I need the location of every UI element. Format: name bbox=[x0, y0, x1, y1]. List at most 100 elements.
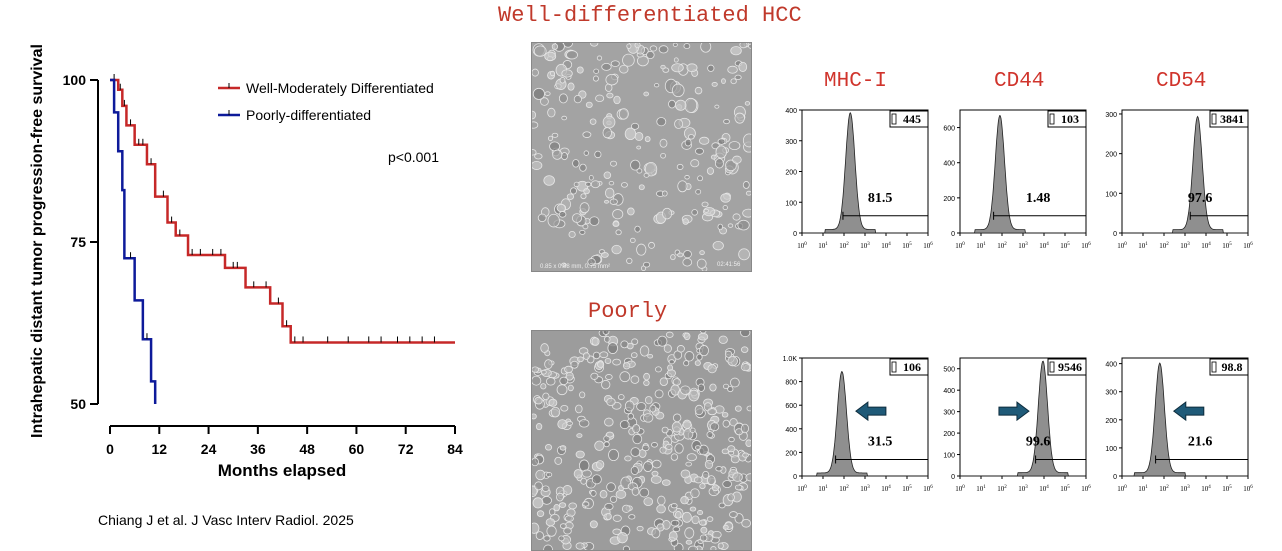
km-x-tick-label: 0 bbox=[106, 441, 114, 457]
flow-x-tick-label: 104 bbox=[881, 485, 891, 493]
flow-x-tick-label: 101 bbox=[976, 242, 986, 250]
micrograph-cells-bottom bbox=[532, 331, 751, 550]
flow-x-tick-label: 100 bbox=[955, 242, 965, 250]
flow-plot-frame bbox=[801, 109, 929, 234]
flow-histogram-peak bbox=[960, 360, 1086, 477]
micrograph-scale-label: 0.85 x 0.88 mm, 0.75 mm² bbox=[540, 264, 610, 270]
micrograph-cells-top: 0.85 x 0.88 mm, 0.75 mm² 02:41:56 bbox=[532, 43, 751, 271]
flow-x-tick-label: 102 bbox=[839, 242, 849, 250]
flow-x-tick-label: 101 bbox=[818, 485, 828, 493]
flow-y-tick-label: 100 bbox=[1105, 191, 1117, 198]
flow-mfi-value: 445 bbox=[903, 112, 921, 126]
flow-histogram-peak bbox=[1122, 115, 1248, 234]
flow-x-tick-label: 101 bbox=[1138, 242, 1148, 250]
flow-y-tick-label: 100 bbox=[943, 453, 955, 460]
flow-y-tick-label: 400 bbox=[943, 161, 955, 168]
flow-x-tick-label: 101 bbox=[1138, 485, 1148, 493]
flow-x-tick-label: 100 bbox=[955, 485, 965, 493]
flow-y-tick-label: 100 bbox=[1105, 446, 1117, 453]
flow-x-tick-label: 106 bbox=[923, 485, 933, 493]
flow-y-tick-label: 0 bbox=[793, 231, 797, 238]
km-x-tick-label: 72 bbox=[398, 441, 414, 457]
km-x-tick-label: 36 bbox=[250, 441, 266, 457]
km-x-tick-label: 48 bbox=[299, 441, 315, 457]
flow-x-tick-label: 106 bbox=[1243, 242, 1253, 250]
km-x-tick-label: 84 bbox=[447, 441, 463, 457]
km-legend: Well-Moderately Differentiated Poorly-di… bbox=[218, 80, 434, 123]
flow-x-tick-label: 102 bbox=[997, 242, 1007, 250]
flow-y-tick-label: 0 bbox=[793, 474, 797, 481]
flow-x-tick-label: 106 bbox=[1243, 485, 1253, 493]
flow-histogram-cd44-well: 0 200 400 600 100 101 102 103 104 105 106 1.48 103 bbox=[943, 109, 1091, 250]
flow-x-tick-label: 105 bbox=[1222, 485, 1232, 493]
km-survival-chart: 50 75 100 0 12 24 36 48 60 72 84 Intrahepatic dist… bbox=[29, 44, 463, 480]
flow-x-tick-label: 102 bbox=[1159, 242, 1169, 250]
flow-y-tick-label: 0 bbox=[951, 231, 955, 238]
flow-x-tick-label: 100 bbox=[797, 242, 807, 250]
km-x-tick-label: 24 bbox=[201, 441, 217, 457]
legend-label-poorly: Poorly-differentiated bbox=[246, 107, 371, 123]
flow-y-tick-label: 200 bbox=[943, 196, 955, 203]
flow-y-tick-label: 300 bbox=[1105, 390, 1117, 397]
flow-y-tick-label: 0 bbox=[1113, 231, 1117, 238]
flow-x-tick-label: 100 bbox=[1117, 485, 1127, 493]
flow-x-tick-label: 104 bbox=[1039, 242, 1049, 250]
flow-x-tick-label: 105 bbox=[902, 242, 912, 250]
km-y-tick-label: 100 bbox=[63, 72, 87, 88]
flow-y-tick-label: 400 bbox=[1105, 362, 1117, 369]
flow-mfi-value: 106 bbox=[903, 360, 921, 374]
flow-x-tick-label: 106 bbox=[1081, 242, 1091, 250]
km-y-axis-label: Intrahepatic distant tumor progression-f… bbox=[29, 44, 46, 438]
flow-mfi-value: 103 bbox=[1061, 112, 1079, 126]
poorly-title: Poorly bbox=[588, 299, 668, 324]
micrograph-time-label: 02:41:56 bbox=[717, 262, 741, 268]
km-x-tick-label: 12 bbox=[151, 441, 167, 457]
flow-y-tick-label: 200 bbox=[785, 450, 797, 457]
flow-y-tick-label: 200 bbox=[943, 431, 955, 438]
flow-histogram-mhc-i-poorly: 0 200 400 600 800 1.0K 100 101 102 103 104 105 106 31… bbox=[783, 356, 934, 493]
flow-mfi-box bbox=[1047, 358, 1087, 376]
flow-gate-percent: 1.48 bbox=[1026, 191, 1051, 206]
micrograph-well-differentiated: 0.85 x 0.88 mm, 0.75 mm² 02:41:56 bbox=[531, 42, 752, 272]
flow-x-tick-label: 101 bbox=[976, 485, 986, 493]
flow-mfi-box bbox=[1047, 110, 1087, 128]
legend-label-well: Well-Moderately Differentiated bbox=[246, 80, 434, 96]
flow-y-tick-label: 300 bbox=[1105, 112, 1117, 119]
flow-x-tick-label: 105 bbox=[1060, 242, 1070, 250]
flow-y-tick-label: 600 bbox=[943, 126, 955, 133]
flow-histogram-peak bbox=[802, 112, 928, 234]
marker-title-cd44: CD44 bbox=[994, 70, 1045, 93]
km-series-line-poorly bbox=[110, 78, 157, 404]
flow-y-tick-label: 600 bbox=[785, 403, 797, 410]
flow-gate-percent: 97.6 bbox=[1188, 191, 1213, 206]
flow-x-tick-label: 103 bbox=[860, 242, 870, 250]
flow-gate-percent: 81.5 bbox=[868, 191, 893, 206]
flow-x-tick-label: 102 bbox=[1159, 485, 1169, 493]
flow-y-tick-label: 800 bbox=[785, 380, 797, 387]
arrow-left-icon bbox=[855, 401, 887, 422]
km-y-tick-label: 50 bbox=[70, 396, 86, 412]
flow-y-tick-label: 1.0K bbox=[783, 356, 798, 363]
km-x-tick-label: 60 bbox=[349, 441, 365, 457]
flow-mfi-box bbox=[1209, 358, 1249, 376]
flow-x-tick-label: 105 bbox=[1222, 242, 1232, 250]
flow-histogram-peak bbox=[1122, 362, 1248, 477]
flow-y-tick-label: 400 bbox=[785, 108, 797, 115]
flow-x-tick-label: 105 bbox=[1060, 485, 1070, 493]
flow-y-tick-label: 300 bbox=[943, 410, 955, 417]
flow-y-tick-label: 200 bbox=[1105, 152, 1117, 159]
flow-y-tick-label: 300 bbox=[785, 139, 797, 146]
flow-x-tick-label: 103 bbox=[1180, 485, 1190, 493]
flow-plot-frame bbox=[959, 357, 1087, 477]
citation: Chiang J et al. J Vasc Interv Radiol. 20… bbox=[98, 512, 354, 528]
flow-x-tick-label: 103 bbox=[1180, 242, 1190, 250]
flow-mfi-value: 9546 bbox=[1058, 360, 1082, 374]
flow-x-tick-label: 104 bbox=[1201, 242, 1211, 250]
micrograph-poorly-differentiated bbox=[531, 330, 752, 551]
flow-x-tick-label: 100 bbox=[797, 485, 807, 493]
arrow-right-icon bbox=[998, 401, 1030, 422]
flow-x-tick-label: 103 bbox=[860, 485, 870, 493]
flow-y-tick-label: 200 bbox=[785, 170, 797, 177]
flow-x-tick-label: 104 bbox=[1201, 485, 1211, 493]
